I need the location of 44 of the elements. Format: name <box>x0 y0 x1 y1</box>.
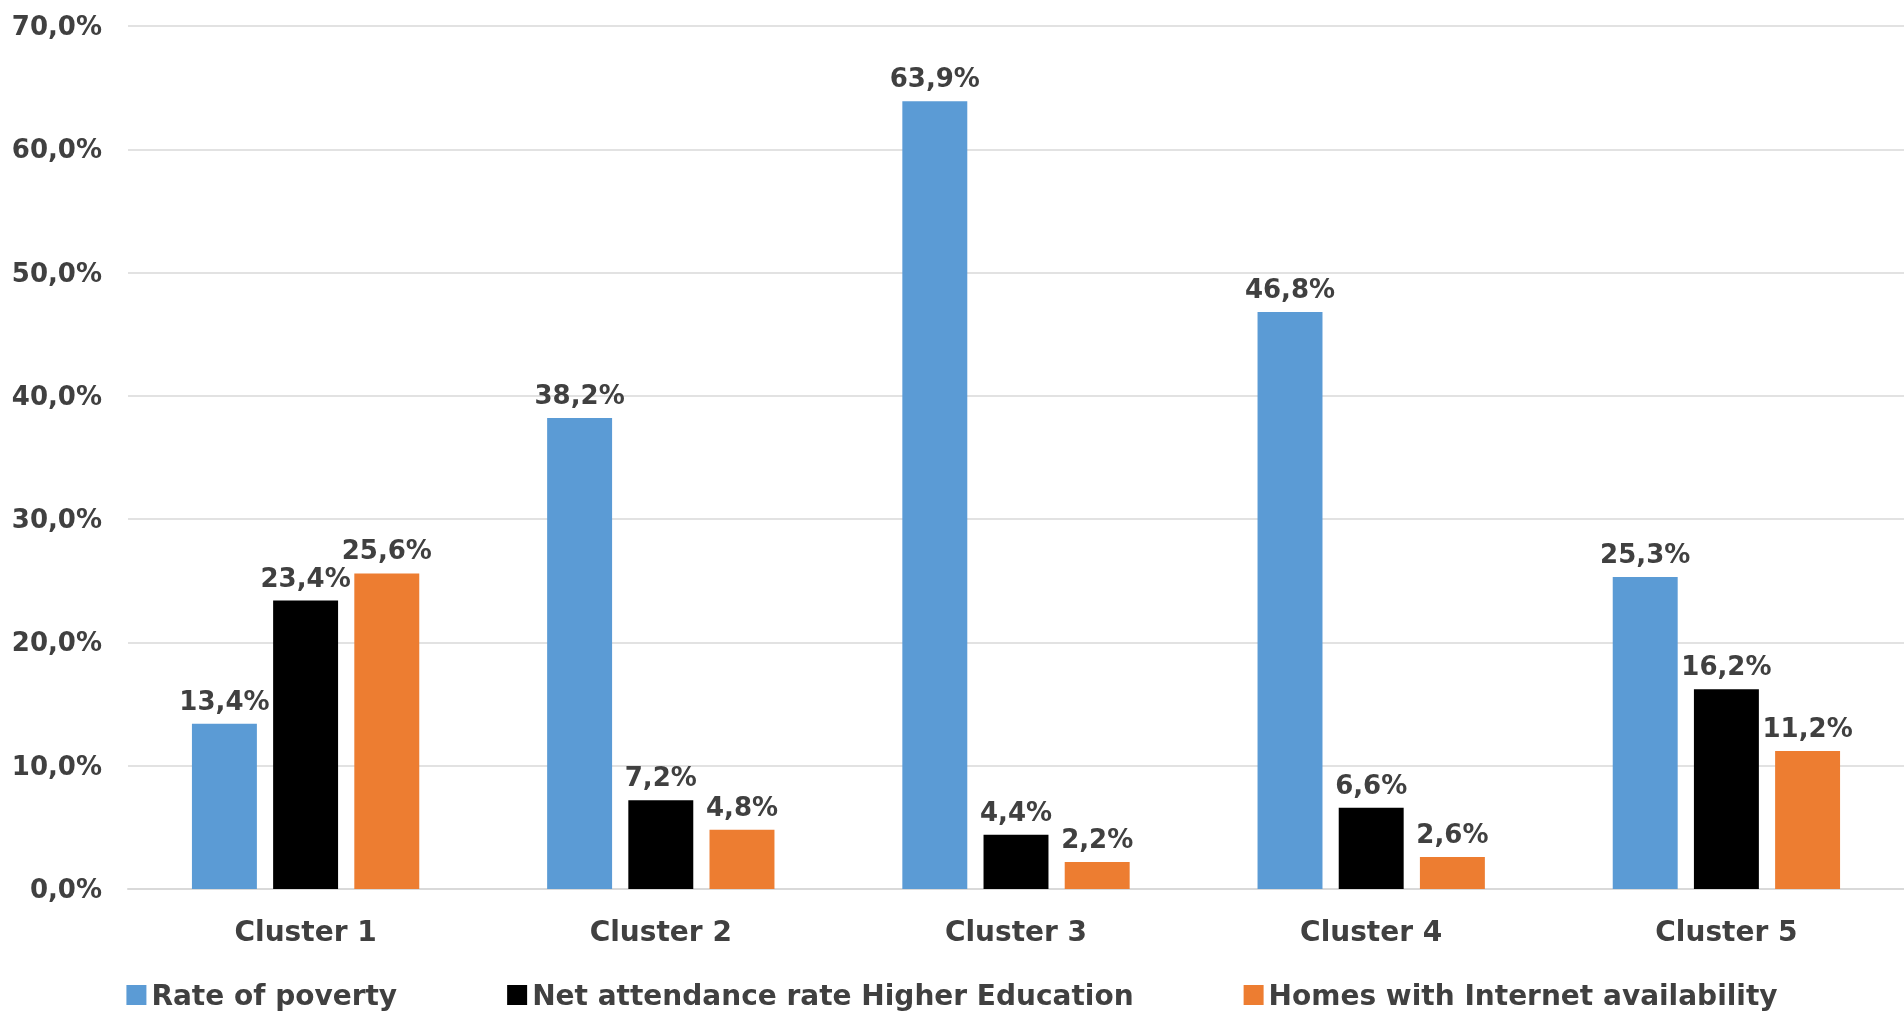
y-tick-label: 50,0% <box>11 257 102 288</box>
data-label: 25,3% <box>1600 539 1691 570</box>
data-label: 2,6% <box>1416 818 1489 849</box>
bar <box>1419 856 1485 889</box>
data-label: 7,2% <box>624 762 697 793</box>
bar <box>1064 861 1130 889</box>
data-label: 4,8% <box>705 791 779 822</box>
x-tick-label: Cluster 3 <box>944 914 1088 948</box>
y-tick-label: 40,0% <box>11 380 102 411</box>
data-label: 6,6% <box>1335 769 1408 800</box>
y-tick-label: 30,0% <box>11 504 102 535</box>
legend-label: Homes with Internet availability <box>1268 978 1778 1012</box>
bar <box>1338 807 1404 889</box>
y-tick-label: 70,0% <box>11 11 102 41</box>
bar <box>709 829 775 889</box>
data-label: 63,9% <box>889 63 980 94</box>
legend-label: Net attendance rate Higher Education <box>532 978 1134 1012</box>
legend-label: Rate of poverty <box>151 978 398 1012</box>
x-tick-label: Cluster 1 <box>234 914 377 948</box>
bar <box>902 101 968 889</box>
bar <box>273 600 339 889</box>
bar <box>547 418 613 889</box>
x-tick-label: Cluster 4 <box>1300 914 1443 948</box>
data-label: 2,2% <box>1061 823 1134 854</box>
bar <box>354 573 420 889</box>
data-label: 4,4% <box>979 796 1053 827</box>
bar <box>983 834 1049 889</box>
bar <box>1693 689 1759 889</box>
data-label: 11,2% <box>1762 712 1853 743</box>
y-tick-label: 10,0% <box>11 750 102 781</box>
bar <box>1612 577 1678 889</box>
y-tick-label: 60,0% <box>11 134 102 165</box>
y-tick-label: 0,0% <box>29 874 102 904</box>
y-tick-label: 20,0% <box>11 627 102 658</box>
data-label: 38,2% <box>534 380 625 411</box>
data-label: 46,8% <box>1244 274 1336 305</box>
bar <box>1775 750 1841 889</box>
bar <box>191 723 257 889</box>
x-tick-label: Cluster 2 <box>589 914 732 948</box>
bar <box>628 800 694 889</box>
bar <box>1257 312 1323 889</box>
x-tick-label: Cluster 5 <box>1655 914 1798 948</box>
data-label: 16,2% <box>1681 651 1772 682</box>
data-label: 13,4% <box>179 685 270 716</box>
